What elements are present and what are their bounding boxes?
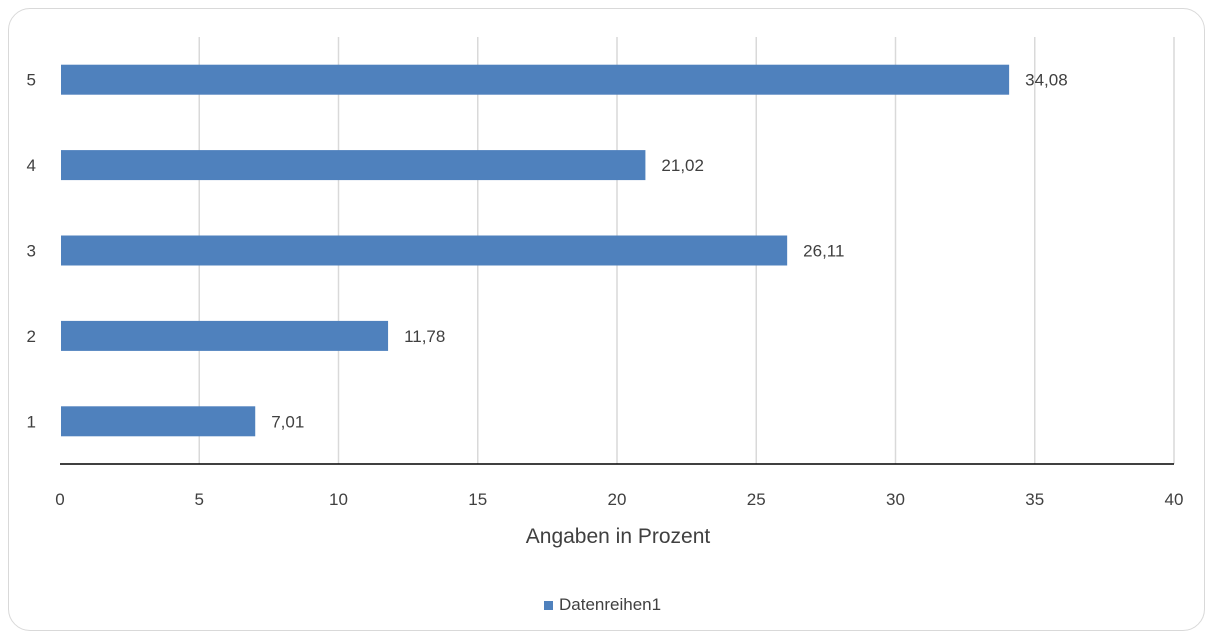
x-tick-label: 5 (195, 490, 204, 509)
bar (61, 235, 788, 266)
x-tick-label: 25 (747, 490, 766, 509)
x-tick-label: 40 (1165, 490, 1184, 509)
bars (61, 64, 1010, 437)
bar (61, 320, 389, 351)
data-label: 34,08 (1025, 71, 1068, 90)
x-tick-label: 30 (886, 490, 905, 509)
y-tick-label: 1 (27, 412, 36, 431)
x-tick-label: 0 (55, 490, 64, 509)
data-label: 7,01 (271, 412, 304, 431)
data-labels: 7,01 11,78 26,11 21,02 34,08 (271, 71, 1067, 432)
x-tick-labels: 0 5 10 15 20 25 30 35 40 (55, 490, 1183, 509)
legend-swatch (544, 601, 553, 610)
y-tick-label: 4 (27, 156, 36, 175)
y-tick-label: 3 (27, 242, 36, 261)
bar (61, 150, 646, 181)
y-tick-label: 2 (27, 327, 36, 346)
x-tick-label: 15 (468, 490, 487, 509)
x-tick-label: 10 (329, 490, 348, 509)
data-label: 26,11 (803, 242, 844, 261)
bar (61, 406, 256, 437)
legend: Datenreihen1 (544, 595, 661, 614)
data-label: 11,78 (404, 327, 445, 346)
y-tick-label: 5 (27, 71, 36, 90)
x-tick-label: 35 (1025, 490, 1044, 509)
x-tick-label: 20 (608, 490, 627, 509)
data-label: 21,02 (661, 156, 704, 175)
x-axis-title: Angaben in Prozent (526, 525, 711, 548)
bar (61, 64, 1010, 95)
chart-frame (8, 8, 1205, 631)
legend-label: Datenreihen1 (559, 595, 661, 614)
y-tick-labels: 1 2 3 4 5 (27, 71, 36, 432)
